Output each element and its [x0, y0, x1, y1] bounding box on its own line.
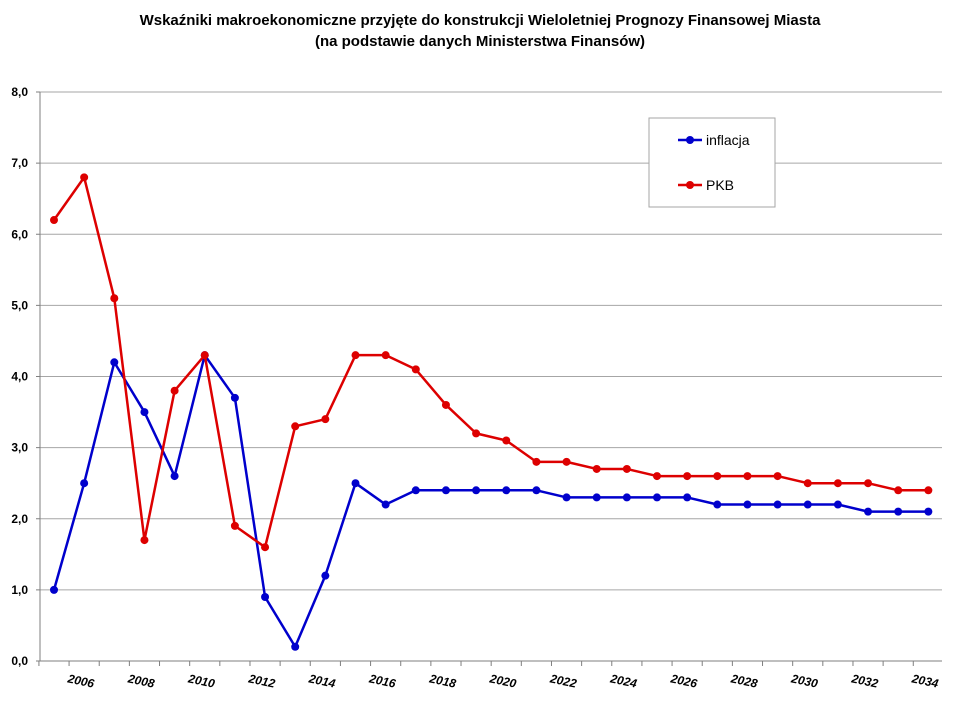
data-point-pkb [351, 351, 360, 360]
data-point-pkb [381, 351, 390, 360]
x-tick-label: 2032 [849, 671, 879, 691]
data-point-pkb [80, 173, 89, 182]
data-point-pkb [683, 472, 692, 481]
data-point-inflacja [291, 642, 300, 651]
data-point-pkb [230, 521, 239, 530]
x-tick-label: 2034 [910, 671, 940, 691]
data-point-pkb [411, 365, 420, 374]
data-point-pkb [924, 486, 933, 495]
x-tick-label: 2022 [548, 671, 578, 691]
data-point-inflacja [773, 500, 782, 509]
data-point-pkb [140, 536, 149, 545]
data-point-pkb [773, 472, 782, 481]
gridlines [40, 91, 942, 591]
data-point-pkb [864, 479, 873, 488]
data-point-pkb [622, 464, 631, 473]
data-point-inflacja [562, 493, 571, 502]
data-point-pkb [110, 294, 119, 303]
data-point-pkb [532, 457, 541, 466]
data-point-pkb [803, 479, 812, 488]
data-point-inflacja [864, 507, 873, 516]
data-point-inflacja [653, 493, 661, 502]
y-tick-label: 4,0 [11, 370, 28, 384]
y-tick-label: 8,0 [11, 85, 28, 99]
data-point-pkb [321, 415, 330, 424]
data-point-pkb [713, 472, 722, 481]
y-tick-label: 1,0 [11, 583, 28, 597]
data-point-pkb [894, 486, 903, 495]
x-tick-label: 2008 [126, 671, 156, 691]
x-tick-label: 2016 [367, 671, 397, 691]
data-point-pkb [170, 386, 179, 395]
data-point-inflacja [321, 571, 330, 580]
data-point-inflacja [351, 479, 360, 488]
series [50, 173, 933, 651]
legend-swatch-marker [686, 181, 694, 189]
legend-label: inflacja [706, 132, 750, 148]
data-point-inflacja [80, 479, 89, 488]
x-tick-label: 2012 [246, 671, 276, 691]
data-point-pkb [592, 464, 601, 473]
data-point-inflacja [502, 486, 511, 495]
chart-title: Wskaźniki makroekonomiczne przyjęte do k… [139, 12, 821, 29]
x-tick-label: 2010 [186, 671, 216, 691]
data-point-inflacja [894, 507, 903, 516]
legend-label: PKB [706, 177, 734, 193]
data-point-pkb [291, 422, 300, 431]
data-point-pkb [743, 472, 752, 481]
x-tick-label: 2018 [427, 671, 457, 691]
data-point-pkb [261, 543, 270, 552]
x-tick-label: 2030 [789, 671, 819, 691]
y-tick-label: 5,0 [11, 298, 28, 312]
data-point-inflacja [743, 500, 752, 509]
y-tick-label: 7,0 [11, 156, 28, 170]
data-point-inflacja [532, 486, 541, 495]
data-point-inflacja [441, 486, 450, 495]
legend-swatch-marker [686, 136, 694, 144]
chart-subtitle: (na podstawie danych Ministerstwa Finans… [314, 33, 646, 50]
data-point-inflacja [622, 493, 631, 502]
y-tick-label: 3,0 [11, 441, 28, 455]
data-point-inflacja [140, 408, 149, 417]
data-point-pkb [50, 216, 58, 225]
data-point-inflacja [803, 500, 812, 509]
data-point-inflacja [110, 358, 119, 367]
data-point-pkb [833, 479, 842, 488]
data-point-inflacja [592, 493, 601, 502]
x-tick-label: 2020 [488, 671, 518, 691]
data-point-inflacja [230, 393, 239, 402]
y-tick-label: 0,0 [11, 654, 28, 668]
data-point-pkb [653, 472, 661, 481]
y-tick-label: 2,0 [11, 512, 28, 526]
series-line-pkb [52, 176, 929, 549]
x-tick-label: 2024 [608, 671, 638, 691]
data-point-inflacja [833, 500, 842, 509]
legend-box [648, 117, 776, 208]
x-tick-label: 2014 [307, 671, 337, 691]
data-point-pkb [472, 429, 481, 438]
data-point-pkb [502, 436, 511, 445]
x-tick-label: 2026 [668, 671, 698, 691]
axes: 0,0 1,0 2,0 3,0 4,0 5,0 6,0 7,0 8,0 2006 2008 2010 2… [11, 85, 942, 691]
x-tick-label: 2006 [65, 671, 95, 691]
data-point-pkb [200, 351, 209, 360]
data-point-pkb [441, 400, 450, 409]
legend: inflacja PKB [648, 117, 776, 208]
data-point-inflacja [411, 486, 420, 495]
x-tick-label: 2028 [729, 671, 759, 691]
data-point-inflacja [924, 507, 933, 516]
data-point-inflacja [472, 486, 481, 495]
y-tick-label: 6,0 [11, 227, 28, 241]
data-point-inflacja [261, 592, 270, 601]
data-point-inflacja [170, 472, 179, 481]
chart-title-block: Wskaźniki makroekonomiczne przyjęte do k… [0, 10, 960, 52]
series-line-inflacja [52, 353, 929, 649]
data-point-inflacja [50, 585, 58, 594]
data-point-pkb [562, 457, 571, 466]
data-point-inflacja [713, 500, 722, 509]
data-point-inflacja [381, 500, 390, 509]
data-point-inflacja [683, 493, 692, 502]
